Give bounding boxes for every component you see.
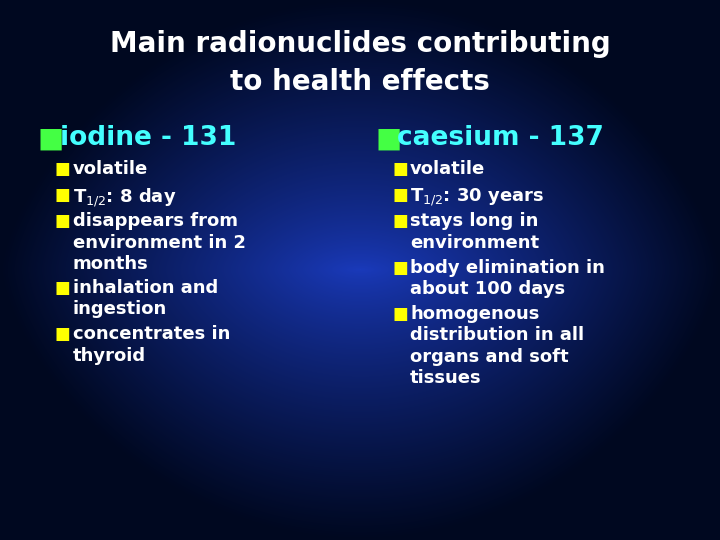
Text: ■: ■ — [392, 259, 408, 276]
Text: ■: ■ — [55, 325, 71, 343]
Text: ■: ■ — [38, 125, 64, 153]
Text: volatile: volatile — [73, 160, 148, 178]
Text: iodine - 131: iodine - 131 — [60, 125, 236, 151]
Text: homogenous
distribution in all
organs and soft
tissues: homogenous distribution in all organs an… — [410, 305, 584, 387]
Text: ■: ■ — [55, 160, 71, 178]
Text: ■: ■ — [392, 212, 408, 230]
Text: ■: ■ — [392, 305, 408, 323]
Text: ■: ■ — [55, 186, 71, 204]
Text: caesium - 137: caesium - 137 — [397, 125, 604, 151]
Text: T$_{1/2}$: 30 years: T$_{1/2}$: 30 years — [410, 186, 544, 208]
Text: stays long in
environment: stays long in environment — [410, 212, 539, 252]
Text: ■: ■ — [55, 279, 71, 297]
Text: T$_{1/2}$: 8 day: T$_{1/2}$: 8 day — [73, 186, 176, 209]
Text: volatile: volatile — [410, 160, 485, 178]
Text: Main radionuclides contributing: Main radionuclides contributing — [109, 30, 611, 58]
Text: concentrates in
thyroid: concentrates in thyroid — [73, 325, 230, 364]
Text: inhalation and
ingestion: inhalation and ingestion — [73, 279, 218, 318]
Text: ■: ■ — [375, 125, 401, 153]
Text: disappears from
environment in 2
months: disappears from environment in 2 months — [73, 212, 246, 273]
Text: body elimination in
about 100 days: body elimination in about 100 days — [410, 259, 605, 298]
Text: ■: ■ — [392, 160, 408, 178]
Text: ■: ■ — [55, 212, 71, 230]
Text: ■: ■ — [392, 186, 408, 204]
Text: to health effects: to health effects — [230, 68, 490, 96]
